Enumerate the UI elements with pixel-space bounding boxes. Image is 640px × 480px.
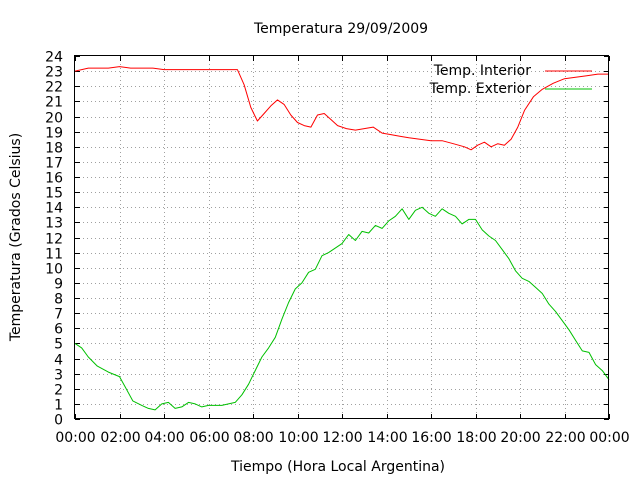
y-tick-label: 20 <box>45 111 63 127</box>
legend-label-exterior: Temp. Exterior <box>429 81 532 97</box>
x-axis-tick-labels: 00:00 02:00 04:00 06:00 08:00 10:00 12:00 14:00… <box>55 430 629 446</box>
grid-lines <box>75 56 609 419</box>
y-tick-label: 18 <box>45 141 63 157</box>
x-tick-label: 08:00 <box>233 430 273 446</box>
x-tick-label: 00:00 <box>589 430 629 446</box>
legend: Temp. Interior Temp. Exterior <box>429 63 592 97</box>
y-tick-label: 7 <box>54 307 63 323</box>
y-tick-label: 2 <box>54 383 63 399</box>
y-tick-label: 3 <box>54 368 63 384</box>
y-tick-label: 6 <box>54 322 63 338</box>
y-tick-label: 14 <box>45 201 63 217</box>
legend-label-interior: Temp. Interior <box>433 63 532 79</box>
series-line-interior <box>74 66 609 151</box>
y-tick-label: 21 <box>45 95 63 111</box>
y-tick-label: 5 <box>54 337 63 353</box>
x-tick-label: 02:00 <box>100 430 140 446</box>
x-axis-label: Tiempo (Hora Local Argentina) <box>230 459 445 475</box>
x-tick-label: 12:00 <box>322 430 362 446</box>
y-axis-label: Temperatura (Grados Celsius) <box>8 133 24 342</box>
y-tick-label: 19 <box>45 126 63 142</box>
plot-frame <box>74 55 609 419</box>
y-tick-label: 12 <box>45 232 63 248</box>
y-tick-label: 24 <box>45 50 63 66</box>
series-line-exterior <box>74 206 610 411</box>
y-tick-label: 8 <box>54 292 63 308</box>
y-tick-label: 22 <box>45 80 63 96</box>
y-tick-label: 11 <box>45 247 63 263</box>
x-tick-label: 06:00 <box>189 430 229 446</box>
y-tick-label: 23 <box>45 65 63 81</box>
y-tick-label: 9 <box>54 277 63 293</box>
x-tick-label: 18:00 <box>456 430 496 446</box>
x-tick-label: 04:00 <box>144 430 184 446</box>
y-tick-label: 10 <box>45 262 63 278</box>
x-tick-label: 00:00 <box>55 430 95 446</box>
x-tick-label: 22:00 <box>545 430 585 446</box>
y-tick-label: 16 <box>45 171 63 187</box>
chart-title: Temperatura 29/09/2009 <box>253 21 428 37</box>
x-tick-label: 14:00 <box>367 430 407 446</box>
y-tick-label: 13 <box>45 216 63 232</box>
series-layer <box>74 66 610 411</box>
x-tick-label: 10:00 <box>278 430 318 446</box>
y-tick-label: 4 <box>54 353 63 369</box>
x-tick-label: 16:00 <box>411 430 451 446</box>
y-tick-label: 1 <box>54 398 63 414</box>
y-tick-label: 15 <box>45 186 63 202</box>
x-tick-label: 20:00 <box>500 430 540 446</box>
y-tick-label: 17 <box>45 156 63 172</box>
y-tick-label: 0 <box>54 413 63 429</box>
